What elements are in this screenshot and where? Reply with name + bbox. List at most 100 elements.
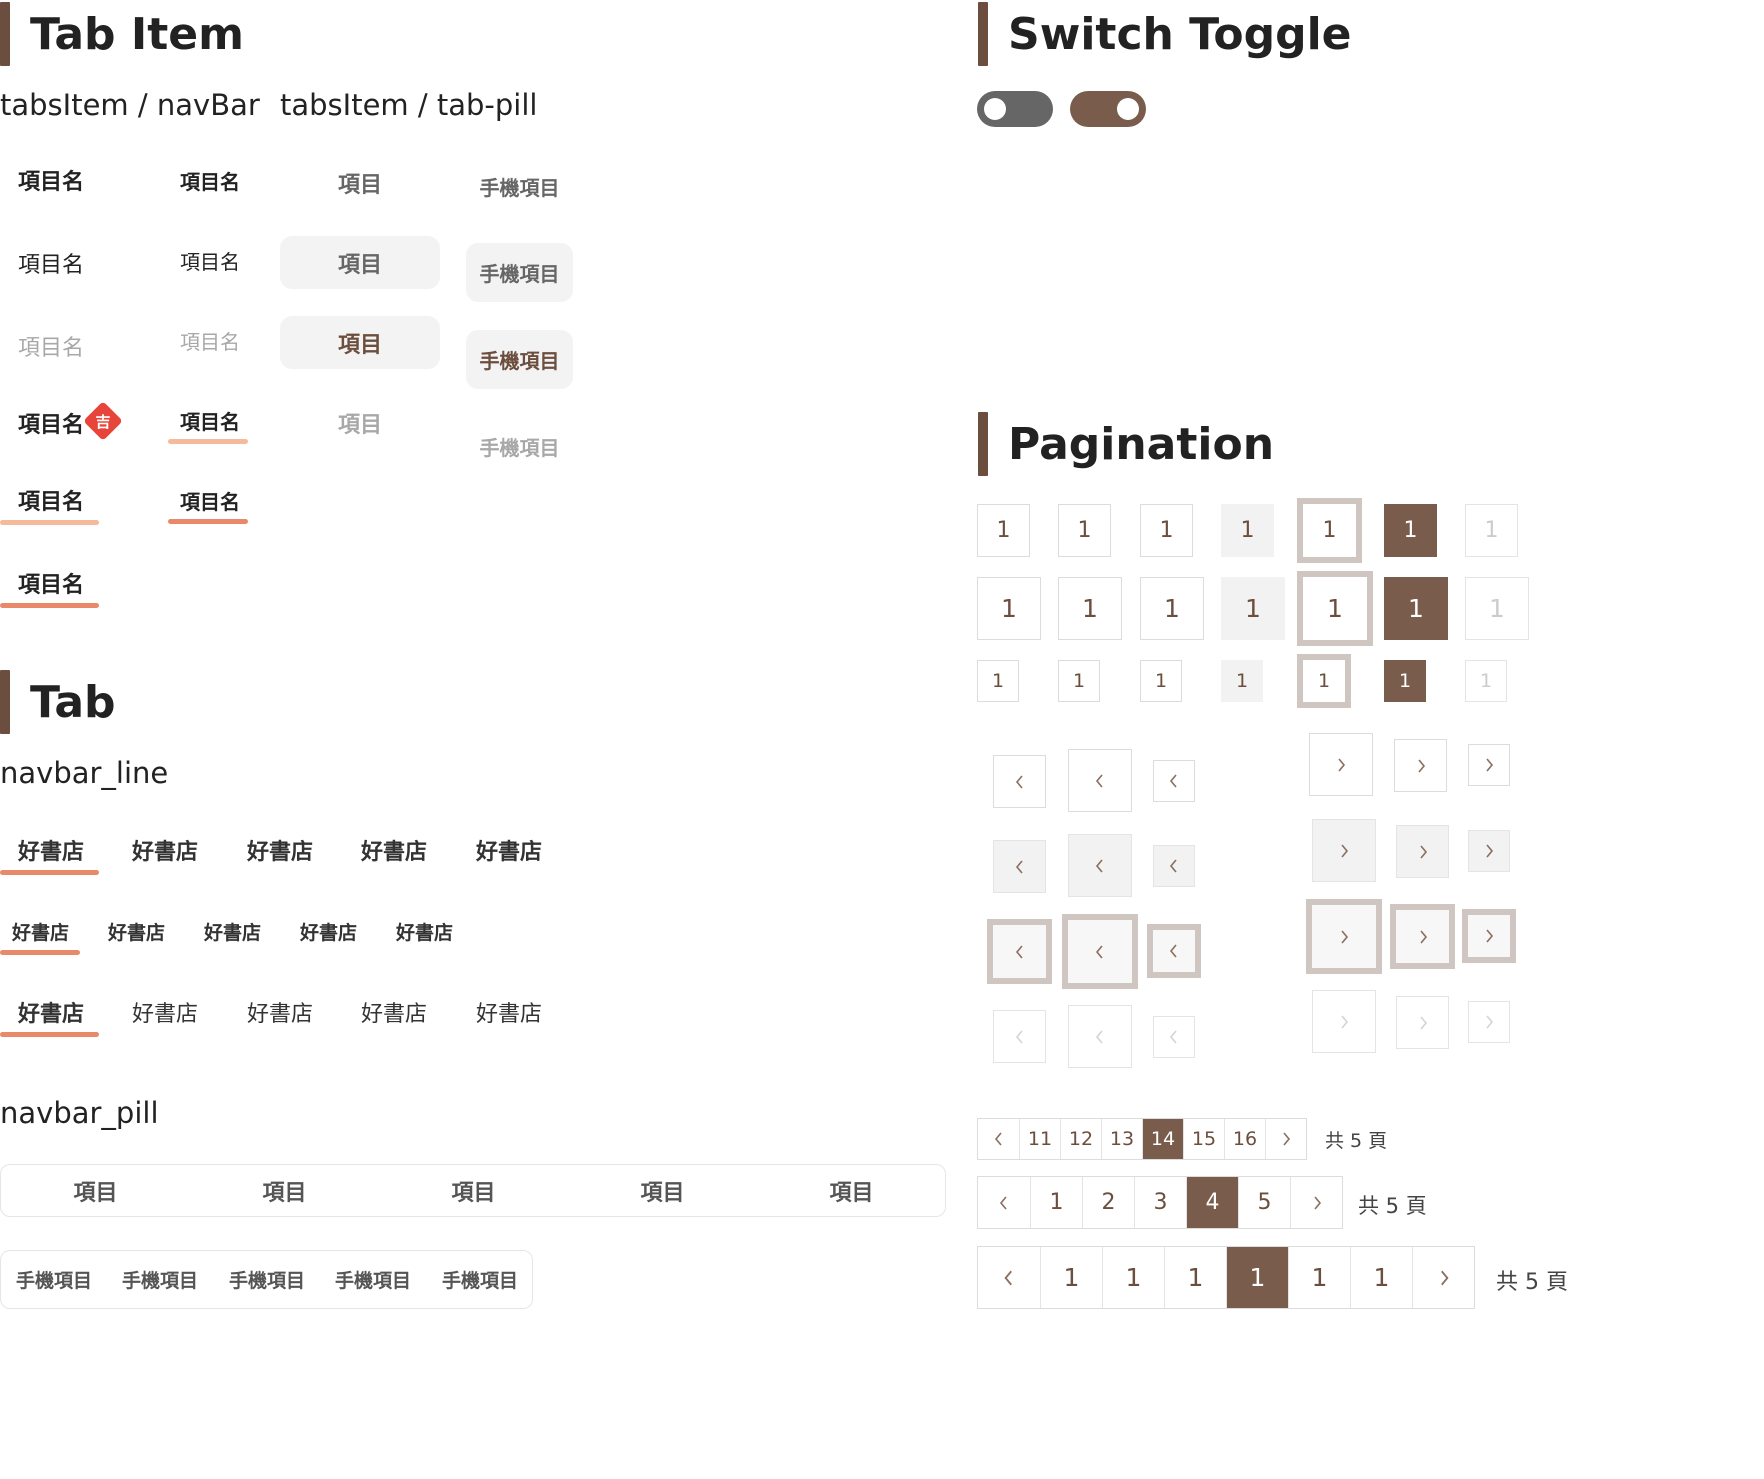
- page-number[interactable]: 1: [1040, 1247, 1102, 1308]
- navbar-pill-item[interactable]: 項目: [829, 1180, 874, 1206]
- navbar-tab[interactable]: 好書店: [132, 1002, 199, 1027]
- tab-pill-hover[interactable]: 項目: [280, 236, 440, 289]
- tab-item-small-regular[interactable]: 項目名: [180, 250, 240, 274]
- next-page-button-focus[interactable]: [1462, 909, 1516, 963]
- next-page-button-hover[interactable]: [1468, 830, 1510, 872]
- navbar-pill-item[interactable]: 手機項目: [228, 1270, 305, 1292]
- page-button-hover[interactable]: 1: [1221, 577, 1285, 640]
- page-number[interactable]: 2: [1082, 1177, 1134, 1228]
- page-number-active[interactable]: 14: [1142, 1119, 1183, 1159]
- page-number-active[interactable]: 1: [1226, 1247, 1288, 1308]
- navbar-tab[interactable]: 好書店: [361, 840, 428, 865]
- page-button-focus[interactable]: 1: [1297, 654, 1351, 708]
- page-button-default[interactable]: 1: [1058, 660, 1100, 702]
- page-number[interactable]: 1: [1030, 1177, 1082, 1228]
- page-number[interactable]: 13: [1101, 1119, 1142, 1159]
- switch-toggle-on[interactable]: [1070, 91, 1146, 127]
- page-number[interactable]: 12: [1060, 1119, 1101, 1159]
- tab-item-small-active[interactable]: 項目名: [180, 490, 240, 514]
- tab-item-hover[interactable]: 項目名: [18, 490, 85, 515]
- navbar-tab-small[interactable]: 好書店: [204, 922, 262, 944]
- page-number-active[interactable]: 4: [1186, 1177, 1238, 1228]
- next-page-button[interactable]: [1468, 744, 1510, 786]
- next-page-button[interactable]: [1412, 1247, 1474, 1308]
- page-number[interactable]: 5: [1238, 1177, 1290, 1228]
- prev-page-button[interactable]: [978, 1119, 1019, 1159]
- navbar-tab-small[interactable]: 好書店: [108, 922, 166, 944]
- navbar-tab[interactable]: 好書店: [476, 1002, 543, 1027]
- navbar-tab[interactable]: 好書店: [132, 840, 199, 865]
- page-button-default[interactable]: 1: [977, 577, 1041, 640]
- page-button-active[interactable]: 1: [1384, 577, 1448, 640]
- navbar-pill-item[interactable]: 項目: [451, 1180, 496, 1206]
- page-button-default[interactable]: 1: [1140, 577, 1204, 640]
- page-number[interactable]: 1: [1350, 1247, 1412, 1308]
- page-number[interactable]: 3: [1134, 1177, 1186, 1228]
- next-page-button-focus[interactable]: [1306, 899, 1382, 974]
- tab-item-with-badge[interactable]: 項目名: [18, 413, 85, 438]
- next-page-button-focus[interactable]: [1390, 904, 1455, 969]
- next-page-button-hover[interactable]: [1396, 825, 1449, 878]
- page-button-default[interactable]: 1: [1140, 660, 1182, 702]
- page-button-focus[interactable]: 1: [1297, 498, 1362, 563]
- page-button-default[interactable]: 1: [977, 504, 1030, 557]
- tab-item-small-hover[interactable]: 項目名: [180, 410, 240, 434]
- navbar-tab-active[interactable]: 好書店: [18, 840, 85, 865]
- prev-page-button[interactable]: [1068, 749, 1132, 812]
- tab-pill-active[interactable]: 項目: [280, 316, 440, 369]
- tab-item-default[interactable]: 項目名: [18, 170, 85, 195]
- page-button-focus[interactable]: 1: [1297, 571, 1373, 646]
- next-page-button-hover[interactable]: [1312, 819, 1376, 882]
- page-number[interactable]: 16: [1224, 1119, 1265, 1159]
- tab-item-active[interactable]: 項目名: [18, 573, 85, 598]
- page-button-default[interactable]: 1: [1058, 504, 1111, 557]
- next-page-button[interactable]: [1265, 1119, 1306, 1159]
- prev-page-button-hover[interactable]: [1068, 834, 1132, 897]
- page-button-hover[interactable]: 1: [1221, 660, 1263, 702]
- page-button-default[interactable]: 1: [977, 660, 1019, 702]
- prev-page-button-focus[interactable]: [1062, 914, 1138, 989]
- page-number[interactable]: 1: [1164, 1247, 1226, 1308]
- navbar-pill-item[interactable]: 手機項目: [121, 1270, 198, 1292]
- navbar-tab-small[interactable]: 好書店: [396, 922, 454, 944]
- navbar-tab-small-active[interactable]: 好書店: [12, 922, 70, 944]
- navbar-pill-item[interactable]: 手機項目: [15, 1270, 92, 1292]
- next-page-button[interactable]: [1309, 733, 1373, 796]
- page-number[interactable]: 1: [1288, 1247, 1350, 1308]
- switch-toggle-off[interactable]: [977, 91, 1053, 127]
- prev-page-button[interactable]: [993, 755, 1046, 808]
- prev-page-button-hover[interactable]: [993, 840, 1046, 893]
- page-button-active[interactable]: 1: [1384, 504, 1437, 557]
- prev-page-button[interactable]: [978, 1177, 1030, 1228]
- navbar-tab-small[interactable]: 好書店: [300, 922, 358, 944]
- prev-page-button-focus[interactable]: [1147, 924, 1201, 978]
- navbar-pill-item[interactable]: 手機項目: [334, 1270, 411, 1292]
- prev-page-button[interactable]: [978, 1247, 1040, 1308]
- tab-pill-mobile-hover[interactable]: 手機項目: [466, 243, 573, 302]
- next-page-button[interactable]: [1394, 739, 1447, 792]
- tab-pill-default[interactable]: 項目: [337, 172, 382, 198]
- prev-page-button[interactable]: [1153, 760, 1195, 802]
- page-button-hover[interactable]: 1: [1221, 504, 1274, 557]
- tab-item-regular[interactable]: 項目名: [18, 253, 85, 278]
- navbar-tab[interactable]: 好書店: [247, 1002, 314, 1027]
- prev-page-button-focus[interactable]: [987, 919, 1052, 984]
- page-button-active[interactable]: 1: [1384, 660, 1426, 702]
- page-number[interactable]: 15: [1183, 1119, 1224, 1159]
- next-page-button[interactable]: [1290, 1177, 1342, 1228]
- navbar-pill-item[interactable]: 項目: [640, 1180, 685, 1206]
- navbar-tab[interactable]: 好書店: [476, 840, 543, 865]
- navbar-tab-active[interactable]: 好書店: [18, 1002, 85, 1027]
- tab-pill-mobile-active[interactable]: 手機項目: [466, 330, 573, 389]
- page-button-default[interactable]: 1: [1140, 504, 1193, 557]
- page-number[interactable]: 1: [1102, 1247, 1164, 1308]
- navbar-pill-item[interactable]: 手機項目: [441, 1270, 518, 1292]
- navbar-tab[interactable]: 好書店: [361, 1002, 428, 1027]
- navbar-pill-item[interactable]: 項目: [73, 1180, 118, 1206]
- page-button-default[interactable]: 1: [1058, 577, 1122, 640]
- prev-page-button-hover[interactable]: [1153, 845, 1195, 887]
- tab-item-small-default[interactable]: 項目名: [180, 170, 240, 194]
- navbar-tab[interactable]: 好書店: [247, 840, 314, 865]
- navbar-pill-item[interactable]: 項目: [262, 1180, 307, 1206]
- tab-pill-mobile-default[interactable]: 手機項目: [479, 176, 560, 200]
